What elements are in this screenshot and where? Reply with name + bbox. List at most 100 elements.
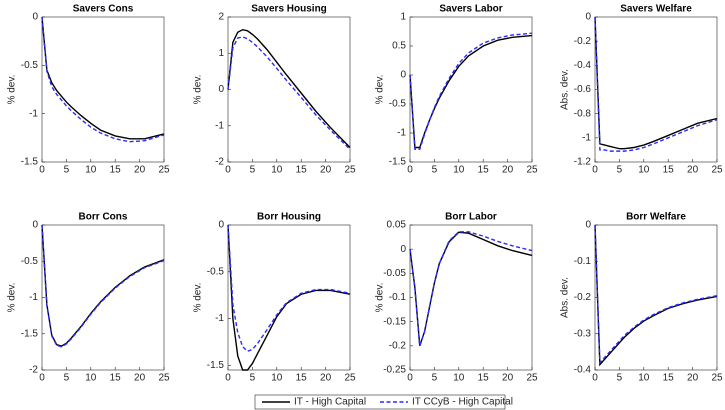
y-tick-label: -0.5 <box>389 99 407 110</box>
x-tick-label: 0 <box>407 165 413 176</box>
y-tick-label: 0 <box>400 70 406 81</box>
x-tick-label: 5 <box>250 165 256 176</box>
y-tick-label: -1.2 <box>574 157 592 168</box>
x-tick-label: 10 <box>453 165 465 176</box>
x-tick-label: 0 <box>39 373 45 384</box>
x-tick-label: 10 <box>638 373 650 384</box>
x-tick-label: 15 <box>110 165 122 176</box>
y-axis-label: % dev. <box>193 75 204 105</box>
y-tick-label: 0 <box>218 220 224 231</box>
x-tick-label: 10 <box>453 373 465 384</box>
y-tick-label: -0.25 <box>383 365 406 376</box>
y-tick-label: 0 <box>585 12 591 23</box>
series-line <box>227 224 351 353</box>
y-tick-label: -0.8 <box>574 108 592 119</box>
y-tick-label: 0.5 <box>392 41 406 52</box>
subplot-title: Borr Housing <box>257 212 321 223</box>
x-tick-label: 25 <box>711 165 723 176</box>
subplot-title: Borr Cons <box>79 212 128 223</box>
y-tick-label: -2 <box>215 157 224 168</box>
y-tick-label: -0.2 <box>574 292 592 303</box>
series-line <box>227 224 351 371</box>
x-tick-label: 20 <box>320 165 332 176</box>
y-tick-label: 0 <box>32 12 38 23</box>
axes-box <box>227 16 351 163</box>
x-tick-label: 10 <box>271 373 283 384</box>
x-tick-label: 5 <box>64 373 70 384</box>
y-tick-label: -1.5 <box>21 157 39 168</box>
axes-box <box>41 16 165 163</box>
x-tick-label: 20 <box>502 373 514 384</box>
x-tick-label: 15 <box>663 165 675 176</box>
x-tick-label: 20 <box>134 165 146 176</box>
y-tick-label: -0.1 <box>389 292 407 303</box>
y-tick-label: -0.15 <box>383 316 406 327</box>
y-tick-label: -0.2 <box>389 340 407 351</box>
y-tick-label: -0.3 <box>574 328 592 339</box>
x-tick-label: 0 <box>592 373 598 384</box>
series-line <box>594 224 718 367</box>
x-tick-label: 20 <box>687 373 699 384</box>
y-tick-label: -0.1 <box>574 256 592 267</box>
x-tick-label: 20 <box>502 165 514 176</box>
x-tick-label: 15 <box>478 373 490 384</box>
x-tick-label: 5 <box>432 165 438 176</box>
x-tick-label: 0 <box>225 373 231 384</box>
series-line <box>594 16 718 152</box>
x-tick-label: 15 <box>296 165 308 176</box>
subplot-title: Savers Housing <box>251 4 327 15</box>
subplot-title: Savers Welfare <box>620 4 692 15</box>
x-tick-label: 25 <box>158 373 170 384</box>
x-tick-label: 25 <box>526 165 538 176</box>
series-line <box>409 231 533 347</box>
x-tick-label: 0 <box>39 165 45 176</box>
x-tick-label: 15 <box>663 373 675 384</box>
y-tick-label: -0.5 <box>21 256 39 267</box>
y-tick-label: -0.5 <box>21 60 39 71</box>
x-tick-label: 20 <box>687 165 699 176</box>
axes-box <box>409 16 533 163</box>
axes-box <box>409 224 533 371</box>
y-tick-label: 0.05 <box>387 220 407 231</box>
series-line <box>409 32 533 150</box>
x-tick-label: 25 <box>711 373 723 384</box>
x-tick-label: 5 <box>64 165 70 176</box>
y-axis-label: % dev. <box>375 283 386 313</box>
y-tick-label: 2 <box>218 12 224 23</box>
x-tick-label: 25 <box>344 165 356 176</box>
series-line <box>227 28 351 148</box>
x-tick-label: 10 <box>638 165 650 176</box>
y-tick-label: -0.6 <box>574 84 592 95</box>
x-tick-label: 0 <box>407 373 413 384</box>
x-tick-label: 15 <box>110 373 122 384</box>
y-tick-label: -1 <box>215 120 224 131</box>
x-tick-label: 10 <box>85 373 97 384</box>
y-tick-label: 0 <box>585 220 591 231</box>
series-line <box>227 36 351 150</box>
x-tick-label: 15 <box>296 373 308 384</box>
series-line <box>41 224 165 348</box>
x-tick-label: 10 <box>271 165 283 176</box>
subplot-title: Savers Labor <box>439 4 502 15</box>
x-tick-label: 0 <box>592 165 598 176</box>
y-tick-label: -1 <box>29 108 38 119</box>
y-tick-label: -1.5 <box>389 157 407 168</box>
subplot-title: Borr Labor <box>445 212 497 223</box>
y-axis-label: % dev. <box>375 75 386 105</box>
axes-box <box>227 224 351 371</box>
series-line <box>594 16 718 150</box>
x-tick-label: 5 <box>617 165 623 176</box>
y-tick-label: -0.5 <box>207 266 225 277</box>
y-axis-label: % dev. <box>7 75 18 105</box>
legend-label: IT - High Capital <box>294 397 366 408</box>
y-tick-label: 0 <box>218 84 224 95</box>
y-tick-label: -1.5 <box>207 360 225 371</box>
x-tick-label: 10 <box>85 165 97 176</box>
y-tick-label: -0.05 <box>383 268 406 279</box>
y-tick-label: -1 <box>215 313 224 324</box>
subplot-title: Savers Cons <box>73 4 134 15</box>
x-tick-label: 25 <box>158 165 170 176</box>
series-line <box>41 16 165 143</box>
axes-box <box>41 224 165 371</box>
